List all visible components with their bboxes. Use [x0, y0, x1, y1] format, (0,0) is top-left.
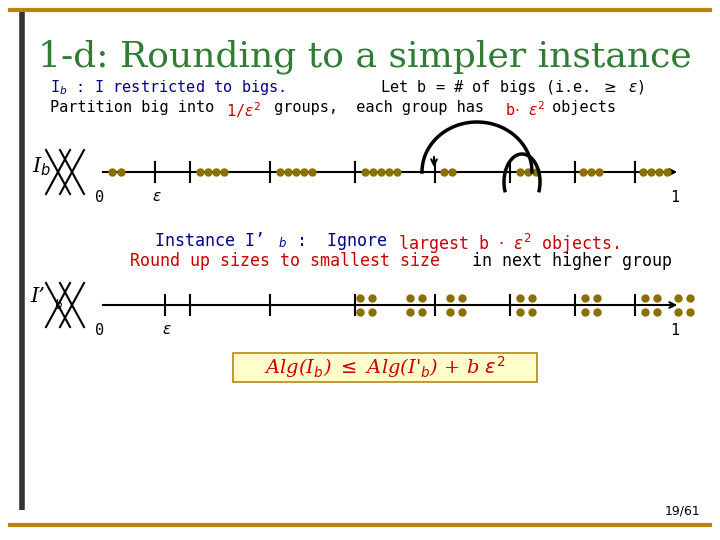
Text: in next higher group: in next higher group [462, 252, 672, 270]
Text: Round up sizes to smallest size: Round up sizes to smallest size [130, 252, 440, 270]
Text: $_b$: $_b$ [54, 294, 63, 312]
Text: objects: objects [543, 100, 616, 115]
Text: Alg(I$_b$) $\leq$ Alg(I'$_b$) + b $\varepsilon^2$: Alg(I$_b$) $\leq$ Alg(I'$_b$) + b $\vare… [264, 355, 505, 381]
Text: Partition big into: Partition big into [50, 100, 223, 115]
Text: groups,  each group has: groups, each group has [265, 100, 493, 115]
Text: 1: 1 [670, 190, 680, 205]
Text: :  Ignore: : Ignore [287, 232, 397, 250]
Text: I$_b$: I$_b$ [32, 156, 52, 178]
Text: b$\cdot$ $\varepsilon^2$: b$\cdot$ $\varepsilon^2$ [505, 100, 545, 119]
Text: $_b$: $_b$ [278, 232, 287, 250]
Text: 1: 1 [670, 323, 680, 338]
Text: I$_b$ : I restricted to bigs.: I$_b$ : I restricted to bigs. [50, 78, 285, 97]
Text: 1-d: Rounding to a simpler instance: 1-d: Rounding to a simpler instance [38, 40, 692, 75]
Text: 19/61: 19/61 [665, 505, 700, 518]
Text: $\varepsilon$: $\varepsilon$ [162, 323, 172, 337]
Text: I’: I’ [30, 287, 45, 307]
Text: 1/$\varepsilon^2$: 1/$\varepsilon^2$ [226, 100, 261, 120]
Text: 0: 0 [96, 323, 104, 338]
Text: $\varepsilon$: $\varepsilon$ [152, 190, 162, 204]
FancyBboxPatch shape [233, 353, 537, 382]
Text: largest b $\cdot$ $\varepsilon^2$ objects.: largest b $\cdot$ $\varepsilon^2$ object… [398, 232, 619, 256]
Text: Let b = # of bigs (i.e. $\geq$ $\varepsilon$): Let b = # of bigs (i.e. $\geq$ $\varepsi… [380, 78, 644, 97]
Text: 0: 0 [96, 190, 104, 205]
Text: Instance I’: Instance I’ [155, 232, 265, 250]
